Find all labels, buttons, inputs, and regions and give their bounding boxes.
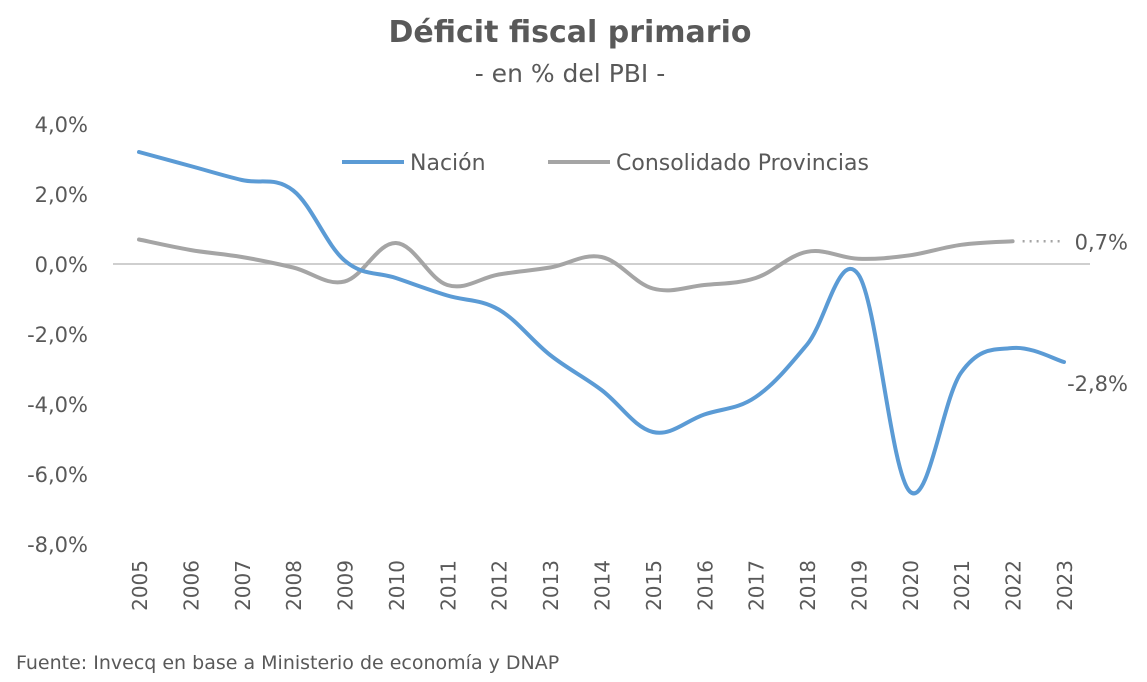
x-tick-label: 2020 <box>899 560 923 611</box>
y-tick-label: -8,0% <box>27 533 88 557</box>
x-tick-label: 2010 <box>385 560 409 611</box>
source-note: Fuente: Invecq en base a Ministerio de e… <box>16 652 559 674</box>
x-tick-label: 2005 <box>128 560 152 611</box>
x-tick-label: 2008 <box>282 560 306 611</box>
x-tick-label: 2014 <box>591 560 615 611</box>
x-tick-label: 2021 <box>950 560 974 611</box>
x-tick-label: 2015 <box>642 560 666 611</box>
x-tick-label: 2023 <box>1053 560 1077 611</box>
legend-label-nacion: Nación <box>410 151 486 176</box>
x-tick-label: 2006 <box>179 560 203 611</box>
x-tick-label: 2017 <box>745 560 769 611</box>
end-labels: -2,8% 0,7% <box>1022 230 1128 396</box>
end-label-provincias: 0,7% <box>1075 230 1128 254</box>
x-tick-label: 2018 <box>796 560 820 611</box>
x-tick-label: 2016 <box>693 560 717 611</box>
y-axis: 4,0% 2,0% 0,0% -2,0% -4,0% -6,0% -8,0% <box>27 113 88 557</box>
y-tick-label: -6,0% <box>27 463 88 487</box>
series-layer <box>137 150 1066 496</box>
x-tick-label: 2009 <box>334 560 358 611</box>
series-line-nacion <box>137 150 1066 496</box>
legend: Nación Consolidado Provincias <box>342 151 869 176</box>
series-line-provincias <box>137 237 1015 293</box>
y-tick-label: 2,0% <box>35 183 88 207</box>
x-tick-label: 2019 <box>847 560 871 611</box>
y-tick-label: 4,0% <box>35 113 88 137</box>
y-tick-label: 0,0% <box>35 253 88 277</box>
y-tick-label: -2,0% <box>27 323 88 347</box>
x-tick-label: 2012 <box>488 560 512 611</box>
chart-title: Déficit fiscal primario <box>389 15 752 50</box>
end-label-nacion: -2,8% <box>1067 372 1128 396</box>
x-axis: 2005 2006 2007 2008 2009 2010 2011 2012 2013 2014… <box>128 560 1077 611</box>
x-tick-label: 2013 <box>539 560 563 611</box>
x-tick-label: 2022 <box>1002 560 1026 611</box>
x-tick-label: 2011 <box>436 560 460 611</box>
x-tick-label: 2007 <box>231 560 255 611</box>
y-tick-label: -4,0% <box>27 393 88 417</box>
legend-label-provincias: Consolidado Provincias <box>616 151 869 176</box>
chart-subtitle: - en % del PBI - <box>475 59 666 88</box>
